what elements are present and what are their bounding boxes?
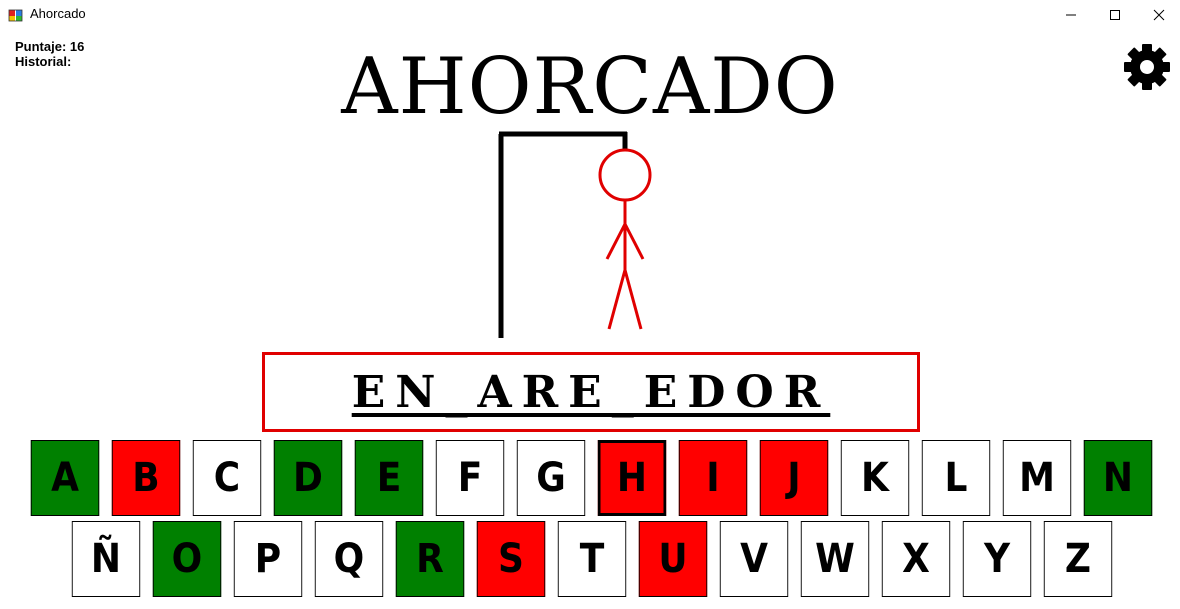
gallows-frame xyxy=(498,131,628,338)
letter-key-p[interactable]: P xyxy=(233,521,303,597)
minimize-icon xyxy=(1066,14,1076,16)
letter-key-e[interactable]: E xyxy=(354,440,424,516)
window-title: Ahorcado xyxy=(30,6,86,21)
letter-key-m[interactable]: M xyxy=(1002,440,1072,516)
word-text: EN_ARE_EDOR xyxy=(351,366,831,418)
maximize-button[interactable] xyxy=(1092,0,1138,30)
letter-key-i[interactable]: I xyxy=(678,440,748,516)
word-display: EN_ARE_EDOR xyxy=(262,352,920,432)
close-button[interactable] xyxy=(1136,0,1180,30)
letter-key-v[interactable]: V xyxy=(719,521,789,597)
letter-key-x[interactable]: X xyxy=(881,521,951,597)
letter-key-g[interactable]: G xyxy=(516,440,586,516)
gallows-drawing xyxy=(498,131,652,338)
gear-icon[interactable] xyxy=(1122,42,1172,92)
letter-key-o[interactable]: O xyxy=(152,521,222,597)
letter-key-j[interactable]: J xyxy=(759,440,829,516)
letter-key-d[interactable]: D xyxy=(273,440,343,516)
game-title: AHORCADO xyxy=(341,42,839,132)
letter-key-y[interactable]: Y xyxy=(962,521,1032,597)
title-bar: Ahorcado xyxy=(0,0,1180,30)
letter-key-f[interactable]: F xyxy=(435,440,505,516)
letter-key-k[interactable]: K xyxy=(840,440,910,516)
letter-key-q[interactable]: Q xyxy=(314,521,384,597)
minimize-button[interactable] xyxy=(1048,0,1094,30)
history-label: Historial: xyxy=(15,54,72,69)
letter-key-w[interactable]: W xyxy=(800,521,870,597)
letter-key-r[interactable]: R xyxy=(395,521,465,597)
letter-key-u[interactable]: U xyxy=(638,521,708,597)
letter-key-h[interactable]: H xyxy=(597,440,667,516)
letter-key-c[interactable]: C xyxy=(192,440,262,516)
letter-key-a[interactable]: A xyxy=(30,440,100,516)
close-icon xyxy=(1153,9,1165,21)
hangman-figure xyxy=(598,148,652,330)
letter-key-n[interactable]: N xyxy=(1083,440,1153,516)
letter-key-z[interactable]: Z xyxy=(1043,521,1113,597)
app-icon xyxy=(8,9,23,22)
letter-key-s[interactable]: S xyxy=(476,521,546,597)
letter-key-ñ[interactable]: Ñ xyxy=(71,521,141,597)
maximize-icon xyxy=(1110,10,1120,20)
letter-key-b[interactable]: B xyxy=(111,440,181,516)
score-label: Puntaje: 16 xyxy=(15,39,85,54)
letter-key-l[interactable]: L xyxy=(921,440,991,516)
score-panel: Puntaje: 16 Historial: xyxy=(15,39,84,69)
letter-key-t[interactable]: T xyxy=(557,521,627,597)
